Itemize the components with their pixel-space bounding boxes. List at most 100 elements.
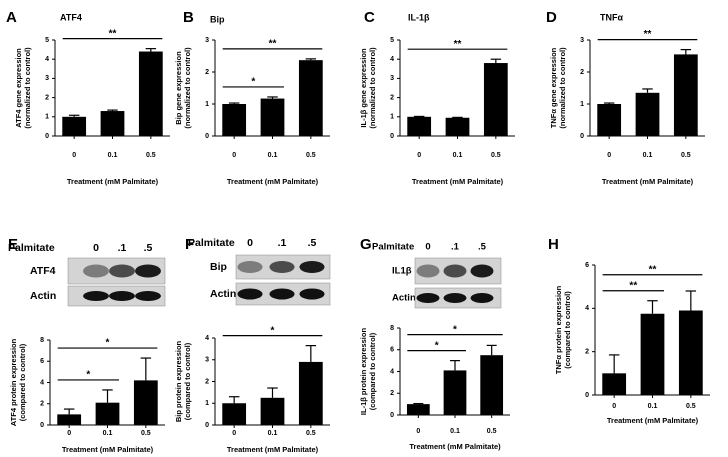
x-tick-label: 0	[232, 152, 236, 159]
x-tick-label: 0.5	[306, 430, 316, 437]
y-tick-label: 2	[205, 69, 209, 76]
blot-lane-label: .1	[451, 242, 460, 253]
significance-label: *	[435, 340, 439, 351]
chart-title: TNFα	[600, 12, 623, 22]
y-axis-label: Bip gene expression	[174, 51, 183, 125]
blot-band	[416, 293, 440, 303]
bar	[483, 63, 508, 136]
y-axis-label: (normalized to control)	[183, 47, 192, 129]
blot-band-label: ATF4	[30, 265, 56, 277]
y-axis-label: TNFα protein expression	[554, 285, 563, 374]
blot-treatment-label: Palmitate	[372, 242, 414, 253]
y-tick-label: 2	[390, 390, 394, 397]
x-tick-label: 0	[417, 152, 421, 159]
blot-lane-label: .5	[308, 237, 317, 249]
y-axis-label: Bip protein expression	[174, 340, 183, 422]
x-tick-label: 0.5	[306, 152, 316, 159]
blot-lane-label: 0	[425, 242, 430, 253]
panel-letter: B	[183, 9, 194, 26]
y-tick-label: 0	[390, 412, 394, 419]
y-tick-label: 8	[40, 337, 44, 344]
x-axis-label: Treatment (mM Palmitate)	[409, 442, 501, 451]
y-tick-label: 6	[390, 347, 394, 354]
y-axis-label: (normalized to control)	[23, 47, 32, 129]
x-tick-label: 0	[72, 152, 76, 159]
blot-band-label: Actin	[210, 288, 236, 300]
x-axis-label: Treatment (mM Palmitate)	[227, 177, 319, 186]
blot-treatment-label: Palmitate	[188, 237, 235, 249]
y-tick-label: 0	[580, 133, 584, 140]
bar	[407, 116, 432, 136]
y-axis-label: ATF4 protein expression	[9, 338, 18, 426]
significance-label: **	[109, 28, 117, 39]
blot-treatment-label: Palmitate	[8, 242, 55, 254]
chart-title: Bip	[210, 14, 225, 24]
y-tick-label: 4	[40, 379, 44, 386]
y-axis-label: TNFα gene expression	[549, 47, 558, 128]
x-axis-label: Treatment (mM Palmitate)	[602, 177, 694, 186]
blot-band	[109, 291, 135, 301]
y-axis-label: (compared to control)	[368, 332, 377, 410]
y-axis-label: (normalized to control)	[558, 47, 567, 129]
bar	[133, 380, 158, 425]
y-tick-label: 3	[205, 37, 209, 44]
panel-letter: D	[546, 9, 557, 26]
blot-lane-label: .5	[478, 242, 487, 253]
x-tick-label: 0.1	[268, 430, 278, 437]
x-tick-label: 0.1	[643, 152, 653, 159]
x-tick-label: 0.1	[108, 152, 118, 159]
x-tick-label: 0.5	[686, 403, 696, 410]
y-tick-label: 1	[45, 114, 49, 121]
x-axis-label: Treatment (mM Palmitate)	[67, 177, 159, 186]
bar	[57, 414, 82, 425]
bar	[222, 104, 247, 136]
bar	[100, 111, 125, 136]
x-tick-label: 0.1	[648, 403, 658, 410]
y-tick-label: 2	[580, 69, 584, 76]
chart-title: ATF4	[60, 12, 82, 22]
blot-band	[109, 264, 135, 278]
y-axis-label: (compared to control)	[563, 291, 572, 369]
blot-band	[237, 261, 263, 273]
bar	[95, 402, 120, 425]
y-tick-label: 2	[205, 378, 209, 385]
blot-band	[83, 264, 109, 278]
y-tick-label: 1	[205, 101, 209, 108]
bar	[673, 54, 698, 136]
blot-lane-label: .5	[144, 242, 153, 254]
significance-label: **	[629, 280, 637, 291]
y-tick-label: 5	[45, 37, 49, 44]
bar	[480, 355, 504, 415]
y-tick-label: 3	[390, 75, 394, 82]
blot-lane-label: 0	[247, 237, 253, 249]
bar	[298, 60, 323, 136]
chart-title: IL-1β	[408, 12, 430, 22]
bar	[260, 397, 285, 425]
y-tick-label: 2	[45, 94, 49, 101]
blot-band	[135, 264, 161, 278]
significance-label: *	[106, 338, 110, 349]
x-axis-label: Treatment (mM Palmitate)	[412, 177, 504, 186]
y-tick-label: 2	[585, 349, 589, 356]
x-tick-label: 0.5	[491, 152, 501, 159]
bar	[138, 51, 163, 136]
y-axis-label: (normalized to control)	[368, 47, 377, 129]
blot-band	[269, 261, 295, 273]
x-tick-label: 0.5	[141, 430, 151, 437]
x-tick-label: 0	[232, 430, 236, 437]
blot-band-label: Actin	[392, 293, 416, 304]
bar	[597, 104, 622, 136]
y-tick-label: 0	[45, 133, 49, 140]
y-tick-label: 4	[585, 305, 589, 312]
y-tick-label: 0	[585, 392, 589, 399]
bar	[406, 404, 430, 415]
blot-lane-label: 0	[93, 242, 99, 254]
bar	[222, 403, 247, 425]
x-tick-label: 0.1	[268, 152, 278, 159]
blot-lane-label: .1	[278, 237, 287, 249]
significance-label: *	[271, 325, 275, 336]
y-tick-label: 1	[205, 400, 209, 407]
y-tick-label: 0	[205, 422, 209, 429]
significance-label: **	[644, 29, 652, 40]
